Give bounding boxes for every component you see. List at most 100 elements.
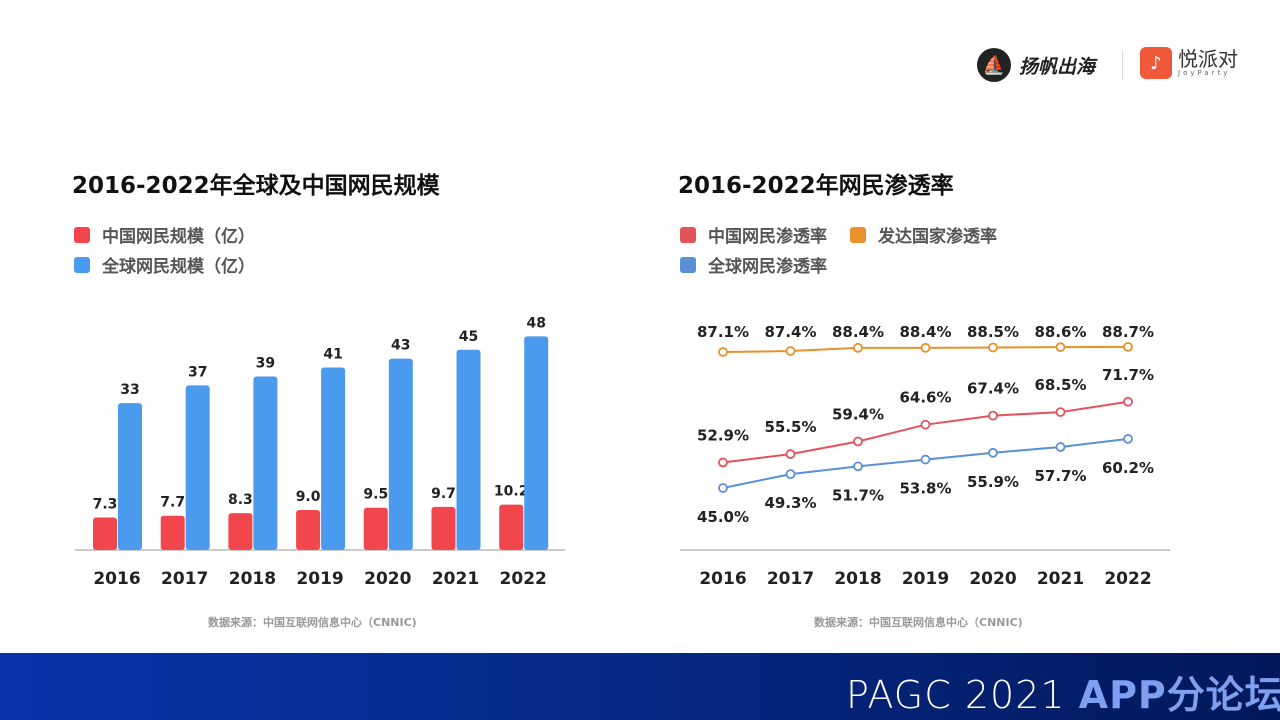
data-label: 87.4% bbox=[764, 323, 816, 341]
data-point bbox=[718, 483, 728, 493]
data-label: 57.7% bbox=[1034, 467, 1086, 485]
bar-global bbox=[118, 403, 142, 550]
legend-developed-rate: 发达国家渗透率 bbox=[850, 222, 997, 247]
bar-global bbox=[253, 376, 278, 550]
bar-label: 48 bbox=[526, 315, 545, 331]
data-point bbox=[1055, 342, 1066, 353]
legend-label: 发达国家渗透率 bbox=[878, 227, 997, 247]
data-label: 68.5% bbox=[1034, 376, 1086, 394]
forum-text: APP分论坛 bbox=[1078, 673, 1280, 717]
bar-label: 8.3 bbox=[228, 492, 253, 508]
x-tick-label: 2017 bbox=[161, 569, 208, 589]
data-label: 88.5% bbox=[967, 323, 1019, 341]
data-label: 49.3% bbox=[764, 494, 816, 512]
bar-label: 37 bbox=[188, 364, 207, 380]
footer-brand: PAGC 2021 APP分论坛 bbox=[846, 664, 1280, 719]
logo2-sub: JoyParty bbox=[1178, 69, 1231, 77]
logo-divider bbox=[1122, 50, 1123, 80]
legend-swatch bbox=[74, 256, 90, 273]
bar-china bbox=[431, 506, 456, 550]
line-source-note: 数据来源：中国互联网信息中心（CNNIC) bbox=[814, 616, 1023, 629]
x-tick-label: 2016 bbox=[93, 569, 140, 589]
bar-label: 41 bbox=[323, 347, 342, 363]
data-label: 55.9% bbox=[967, 473, 1019, 491]
data-label: 52.9% bbox=[697, 426, 749, 444]
pagc-text: PAGC 2021 bbox=[846, 673, 1066, 717]
data-point bbox=[785, 449, 796, 459]
data-point bbox=[988, 342, 998, 353]
data-label: 59.4% bbox=[832, 405, 884, 423]
data-label: 88.4% bbox=[899, 323, 951, 341]
joyparty-logo: ♪ 悦派对 JoyParty bbox=[1140, 47, 1238, 79]
line-chart: 52.9% 55.5% 59.4% 64.6% 67.4% 68.5% 71.7% 87.1%… bbox=[680, 323, 1170, 589]
x-tick-label: 2019 bbox=[296, 569, 343, 589]
data-label: 88.6% bbox=[1034, 323, 1086, 341]
bar-source-note: 数据来源：中国互联网信息中心（CNNIC) bbox=[208, 616, 417, 629]
data-point bbox=[1055, 407, 1066, 417]
bar-label: 45 bbox=[459, 329, 478, 345]
data-point bbox=[1123, 434, 1133, 444]
x-tick-label: 2019 bbox=[902, 569, 949, 589]
data-point bbox=[920, 454, 931, 465]
data-label: 87.1% bbox=[697, 323, 749, 341]
bar-label: 39 bbox=[256, 355, 275, 371]
x-tick-label: 2020 bbox=[969, 569, 1016, 589]
x-tick-label: 2016 bbox=[699, 569, 746, 589]
legend-china-scale: 中国网民规模（亿） bbox=[74, 222, 255, 247]
legend-label: 全球网民规模（亿） bbox=[102, 257, 255, 277]
bar-label: 33 bbox=[120, 382, 139, 398]
bar-label: 7.3 bbox=[93, 497, 118, 513]
legend-swatch bbox=[680, 226, 696, 243]
bar-label: 43 bbox=[391, 338, 410, 354]
bar-china bbox=[499, 504, 524, 550]
bar-chart: 7.3 33 2016 7.7 37 2017 8.3 39 2018 9.0 41 2019 9.5 4… bbox=[75, 315, 565, 589]
x-tick-label: 2022 bbox=[500, 569, 547, 589]
data-label: 53.8% bbox=[899, 480, 951, 498]
bar-label: 7.7 bbox=[160, 495, 185, 511]
legend-swatch bbox=[850, 226, 866, 243]
legend-swatch bbox=[680, 256, 696, 273]
sail-icon: ⛵ bbox=[977, 48, 1011, 82]
data-point bbox=[1055, 442, 1066, 452]
bar-china bbox=[296, 509, 321, 550]
data-point bbox=[1123, 396, 1133, 407]
bar-china bbox=[228, 513, 253, 550]
line-chart-title: 2016-2022年网民渗透率 bbox=[678, 173, 954, 199]
legend-china-rate: 中国网民渗透率 bbox=[680, 222, 827, 247]
data-point bbox=[853, 461, 863, 472]
data-label: 88.4% bbox=[832, 323, 884, 341]
legend-label: 全球网民渗透率 bbox=[708, 257, 827, 277]
legend-label: 中国网民规模（亿） bbox=[102, 227, 255, 247]
legend-label: 中国网民渗透率 bbox=[708, 227, 827, 247]
bar-label: 9.7 bbox=[431, 486, 456, 502]
logo2-text: 悦派对 bbox=[1178, 47, 1238, 71]
data-point bbox=[853, 342, 863, 353]
bar-china bbox=[160, 515, 185, 550]
x-tick-label: 2017 bbox=[767, 569, 814, 589]
data-point bbox=[718, 457, 728, 468]
data-label: 64.6% bbox=[899, 389, 951, 407]
x-tick-label: 2018 bbox=[229, 569, 276, 589]
data-point bbox=[853, 436, 863, 447]
data-label: 55.5% bbox=[764, 418, 816, 436]
data-point bbox=[785, 346, 796, 356]
data-point bbox=[718, 347, 728, 357]
x-tick-label: 2018 bbox=[834, 569, 881, 589]
data-label: 45.0% bbox=[697, 508, 749, 526]
logo1-text: 扬帆出海 bbox=[1019, 55, 1096, 78]
legend-global-scale: 全球网民规模（亿） bbox=[74, 252, 255, 277]
data-point bbox=[920, 342, 931, 353]
bar-label: 10.2 bbox=[494, 484, 529, 500]
x-tick-label: 2020 bbox=[364, 569, 411, 589]
bar-label: 9.5 bbox=[363, 487, 388, 503]
bar-china bbox=[93, 517, 117, 550]
bar-label: 9.0 bbox=[296, 489, 321, 505]
data-point bbox=[988, 447, 998, 458]
footer-banner bbox=[0, 653, 1280, 720]
legend-swatch bbox=[74, 226, 90, 243]
x-tick-label: 2021 bbox=[1037, 569, 1084, 589]
bar-global bbox=[321, 367, 346, 550]
bar-china bbox=[363, 507, 388, 550]
data-label: 51.7% bbox=[832, 486, 884, 504]
